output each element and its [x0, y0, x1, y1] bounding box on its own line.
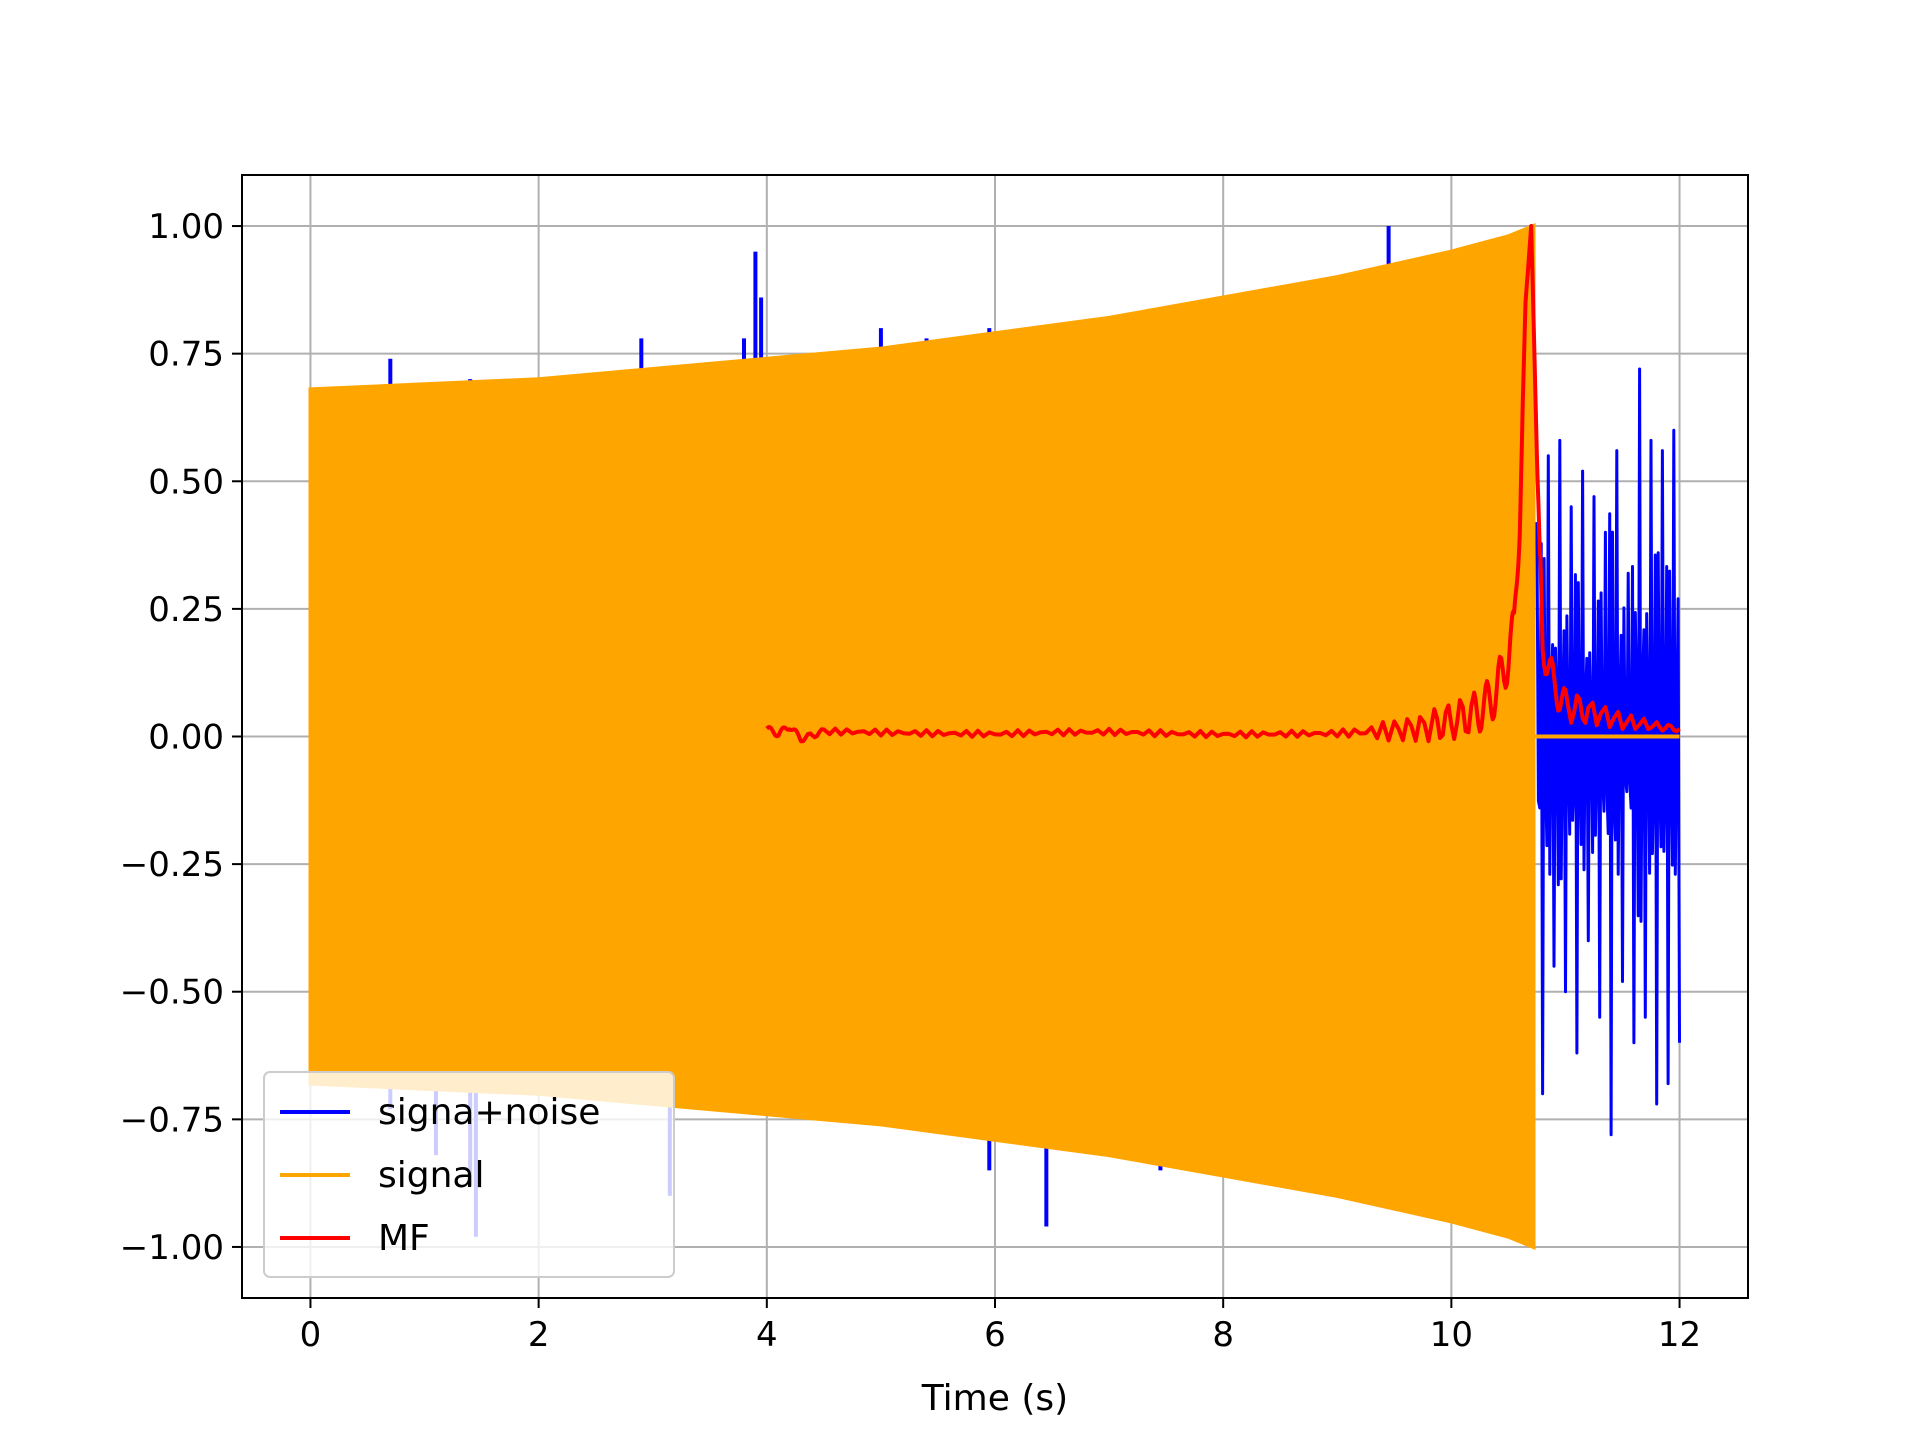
- y-tick-label: 0.25: [148, 590, 224, 630]
- y-tick-label: −0.75: [120, 1100, 224, 1140]
- x-tick-label: 8: [1212, 1315, 1234, 1355]
- legend-label: MF: [378, 1218, 430, 1259]
- legend-label: signa+noise: [378, 1092, 600, 1133]
- x-tick-label: 0: [300, 1315, 322, 1355]
- x-axis-label: Time (s): [921, 1378, 1068, 1419]
- x-tick-label: 4: [756, 1315, 778, 1355]
- legend-box: [263, 1071, 675, 1278]
- x-axis: 0 2 4 6 8 10 12: [300, 1298, 1701, 1355]
- y-tick-label: −0.25: [120, 845, 224, 885]
- y-tick-label: 0.75: [148, 335, 224, 375]
- x-tick-label: 2: [528, 1315, 550, 1355]
- series-mf: [765, 224, 1681, 744]
- plot-area: [308, 223, 1681, 1250]
- y-tick-label: −1.00: [120, 1228, 224, 1268]
- y-axis: 1.00 0.75 0.50 0.25 0.00 −0.25 −0.50 −0.75 −1.00: [120, 207, 242, 1268]
- y-tick-label: −0.50: [120, 973, 224, 1013]
- x-tick-label: 6: [984, 1315, 1006, 1355]
- x-tick-label: 10: [1430, 1315, 1473, 1355]
- legend-label: signal: [378, 1155, 485, 1196]
- y-tick-label: 0.50: [148, 462, 224, 502]
- y-tick-label: 1.00: [148, 207, 224, 247]
- y-tick-label: 0.00: [148, 718, 224, 758]
- x-tick-label: 12: [1658, 1315, 1701, 1355]
- legend: signa+noise signal MF: [263, 1071, 675, 1278]
- mf-line: [765, 224, 1681, 744]
